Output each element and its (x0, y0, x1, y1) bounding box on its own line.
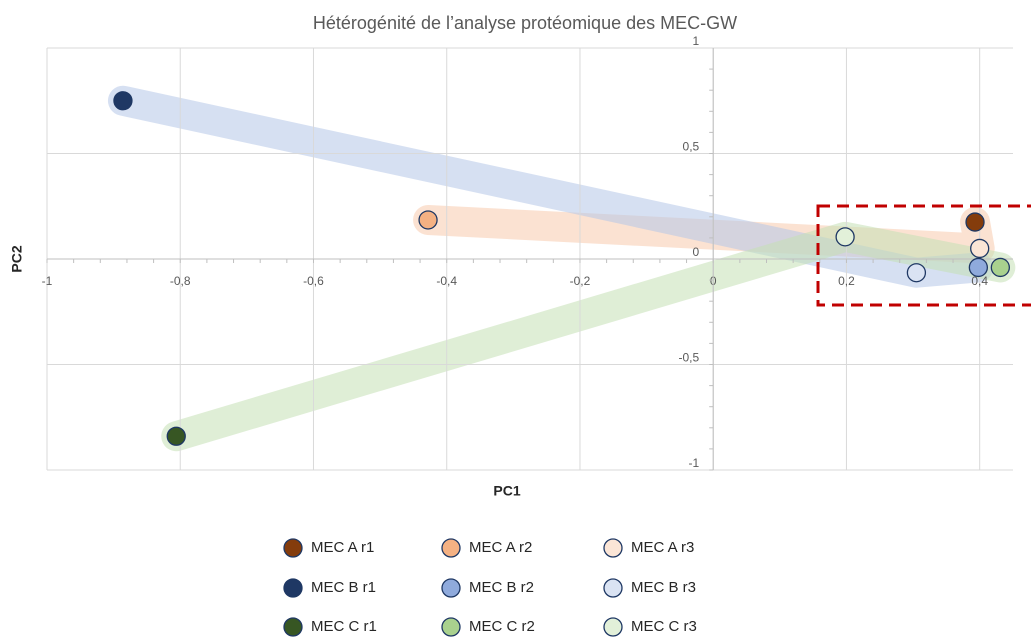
legend-marker (441, 538, 461, 558)
legend-label: MEC B r1 (311, 579, 376, 596)
point (906, 263, 927, 283)
x-tick-label: -0,2 (570, 274, 591, 288)
legend-label: MEC C r3 (631, 618, 697, 635)
legend-label: MEC A r1 (311, 539, 374, 556)
x-tick-label: 0,4 (971, 274, 988, 288)
legend-label: MEC C r2 (469, 618, 535, 635)
x-tick-label: -1 (42, 274, 53, 288)
y-tick-label: 1 (693, 34, 700, 48)
y-tick-label: 0 (693, 245, 700, 259)
legend-marker (283, 538, 303, 558)
y-axis-title: PC2 (9, 245, 25, 272)
axes: -1-0,8-0,6-0,4-0,200,20,4-1-0,500,51 (42, 34, 1013, 471)
x-tick-label: -0,6 (303, 274, 324, 288)
legend-label: MEC B r2 (469, 579, 534, 596)
legend-marker (283, 578, 303, 598)
y-tick-label: 0,5 (683, 140, 700, 154)
legend-label: MEC B r3 (631, 579, 696, 596)
legend-marker (603, 578, 623, 598)
legend-label: MEC A r2 (469, 539, 532, 556)
legend-marker (441, 578, 461, 598)
x-tick-label: 0,2 (838, 274, 855, 288)
legend-marker (603, 617, 623, 637)
point (990, 257, 1010, 278)
chart-title: Hétérogénité de l’analyse protéomique de… (313, 13, 737, 33)
point (835, 227, 855, 247)
points (113, 91, 1010, 446)
point (968, 257, 989, 278)
point (970, 238, 990, 259)
point (166, 426, 186, 446)
legend: MEC A r1 MEC A r2 MEC A r3 MEC B r1 MEC B r2… (283, 538, 697, 637)
point (113, 91, 133, 111)
x-tick-label: -0,8 (170, 274, 191, 288)
legend-label: MEC C r1 (311, 618, 377, 635)
legend-marker (283, 617, 303, 637)
y-tick-label: -0,5 (679, 351, 700, 365)
highlight-box (816, 204, 1031, 307)
point (965, 212, 985, 232)
y-tick-label: -1 (689, 456, 700, 470)
point (418, 210, 438, 230)
legend-marker (603, 538, 623, 558)
x-axis-title: PC1 (493, 483, 520, 499)
x-tick-label: -0,4 (436, 274, 457, 288)
legend-label: MEC A r3 (631, 539, 694, 556)
group-bands (107, 85, 1016, 452)
legend-marker (441, 617, 461, 637)
